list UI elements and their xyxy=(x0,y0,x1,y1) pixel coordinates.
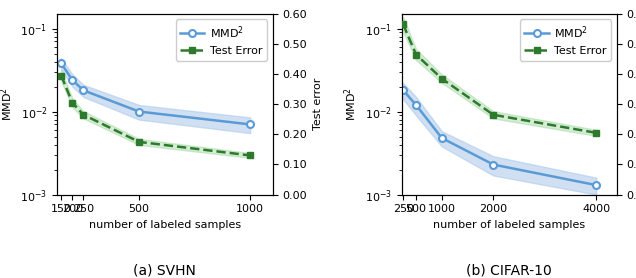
Y-axis label: MMD$^2$: MMD$^2$ xyxy=(0,87,15,121)
Y-axis label: Test error: Test error xyxy=(312,78,322,130)
X-axis label: number of labeled samples: number of labeled samples xyxy=(89,220,241,230)
MMD$^2$ xyxy=(69,78,76,82)
Text: (b) CIFAR-10: (b) CIFAR-10 xyxy=(466,263,552,277)
MMD$^2$ xyxy=(246,123,254,126)
Y-axis label: MMD$^2$: MMD$^2$ xyxy=(343,87,359,121)
Line: Test Error: Test Error xyxy=(400,21,600,136)
X-axis label: number of labeled samples: number of labeled samples xyxy=(433,220,585,230)
MMD$^2$ xyxy=(57,62,65,65)
Test Error xyxy=(57,74,65,77)
Legend: MMD$^2$, Test Error: MMD$^2$, Test Error xyxy=(176,19,267,61)
Test Error xyxy=(412,53,420,56)
MMD$^2$ xyxy=(80,89,87,92)
Legend: MMD$^2$, Test Error: MMD$^2$, Test Error xyxy=(520,19,611,61)
Test Error xyxy=(438,77,446,80)
Line: MMD$^2$: MMD$^2$ xyxy=(58,60,254,128)
Test Error xyxy=(135,140,143,143)
Test Error xyxy=(246,154,254,157)
MMD$^2$ xyxy=(593,183,600,187)
MMD$^2$ xyxy=(135,110,143,113)
Test Error xyxy=(69,101,76,105)
MMD$^2$ xyxy=(438,136,446,140)
MMD$^2$ xyxy=(490,163,497,166)
Test Error xyxy=(399,23,407,26)
Test Error xyxy=(490,113,497,116)
Test Error xyxy=(593,131,600,135)
MMD$^2$ xyxy=(399,89,407,92)
Line: Test Error: Test Error xyxy=(58,72,254,159)
MMD$^2$ xyxy=(412,103,420,107)
Line: MMD$^2$: MMD$^2$ xyxy=(400,87,600,188)
Test Error xyxy=(80,113,87,116)
Text: (a) SVHN: (a) SVHN xyxy=(134,263,197,277)
